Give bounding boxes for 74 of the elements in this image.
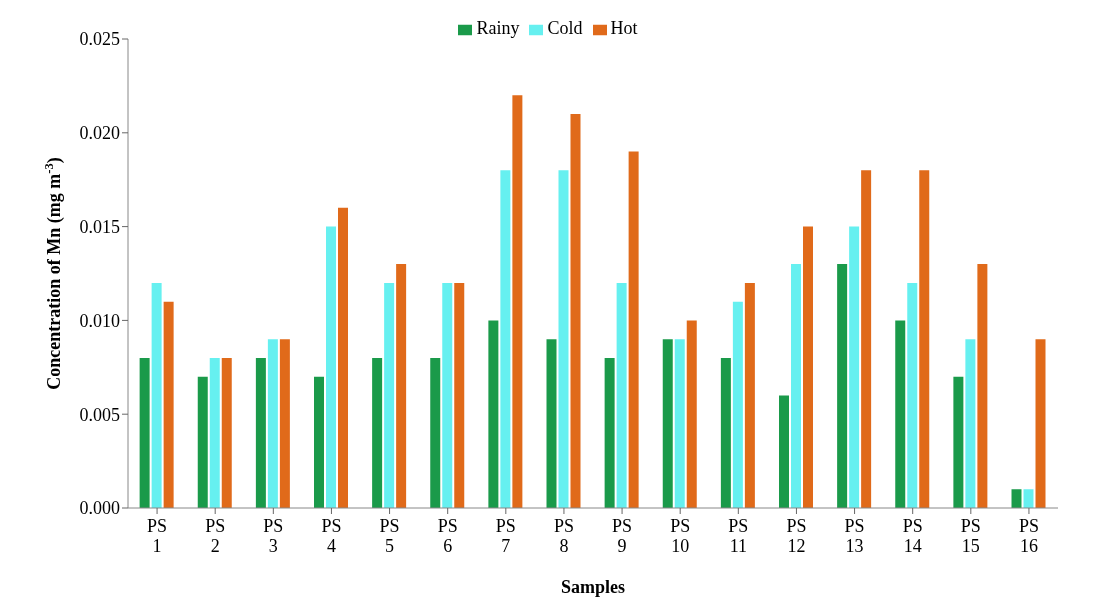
legend-label: Cold — [547, 18, 583, 38]
x-tick-label: PS 10 — [670, 516, 691, 556]
x-tick-label: PS 5 — [379, 516, 400, 556]
x-tick-label: PS 4 — [321, 516, 342, 556]
bar — [849, 226, 860, 508]
bar — [558, 170, 569, 508]
bar — [919, 170, 930, 508]
x-tick-label: PS 9 — [612, 516, 633, 556]
bar — [209, 357, 220, 508]
bar — [744, 282, 755, 508]
bar — [279, 339, 290, 508]
x-tick-label: PS 15 — [960, 516, 981, 556]
x-tick-label: PS 2 — [205, 516, 226, 556]
bar — [895, 320, 906, 508]
bar — [267, 339, 278, 508]
bar — [837, 264, 848, 508]
x-axis-title: Samples — [560, 577, 626, 597]
bar — [977, 264, 988, 508]
bar — [314, 376, 324, 508]
bar — [662, 339, 673, 508]
x-tick-label: PS 6 — [437, 516, 458, 556]
x-tick-label: PS 7 — [495, 516, 516, 556]
bar — [907, 282, 918, 508]
bar — [732, 301, 743, 508]
bar — [791, 264, 801, 508]
bar — [454, 282, 465, 508]
y-tick-label: 0.010 — [79, 310, 120, 331]
bar — [372, 357, 383, 508]
bar — [628, 151, 639, 508]
bar — [803, 226, 813, 508]
bar — [500, 170, 511, 508]
bar — [139, 357, 150, 508]
bar — [1023, 489, 1034, 508]
bar — [326, 226, 336, 508]
bar — [442, 282, 453, 508]
y-tick-label: 0.000 — [79, 498, 120, 519]
bar — [430, 357, 441, 508]
bar — [384, 282, 395, 508]
bar — [546, 339, 557, 508]
bar — [163, 301, 174, 508]
bar — [616, 282, 627, 508]
bar — [779, 395, 789, 508]
x-tick-label: PS 16 — [1018, 516, 1039, 556]
y-tick-label: 0.015 — [79, 216, 120, 237]
bar — [720, 357, 731, 508]
bar — [338, 207, 348, 508]
bar — [488, 320, 499, 508]
x-tick-label: PS 12 — [786, 516, 807, 556]
bar — [965, 339, 976, 508]
bar — [674, 339, 685, 508]
bar — [197, 376, 208, 508]
y-tick-label: 0.025 — [79, 29, 120, 50]
x-tick-label: PS 3 — [263, 516, 284, 556]
x-tick-label: PS 1 — [147, 516, 168, 556]
bar — [1011, 489, 1022, 508]
bar — [570, 114, 581, 508]
bar — [396, 264, 407, 508]
bar — [151, 282, 162, 508]
legend-label: Rainy — [476, 18, 520, 38]
legend-label: Hot — [610, 18, 638, 38]
x-tick-label: PS 13 — [844, 516, 865, 556]
bar — [861, 170, 872, 508]
x-tick-label: PS 8 — [553, 516, 574, 556]
bar — [1035, 339, 1046, 508]
bar — [953, 376, 964, 508]
bar — [686, 320, 697, 508]
y-tick-label: 0.005 — [79, 404, 120, 425]
bar — [512, 95, 523, 508]
bar — [604, 357, 615, 508]
bar — [221, 357, 232, 508]
x-tick-label: PS 14 — [902, 516, 923, 556]
x-tick-label: PS 11 — [728, 516, 749, 556]
bar — [255, 357, 266, 508]
y-tick-label: 0.020 — [79, 123, 120, 144]
